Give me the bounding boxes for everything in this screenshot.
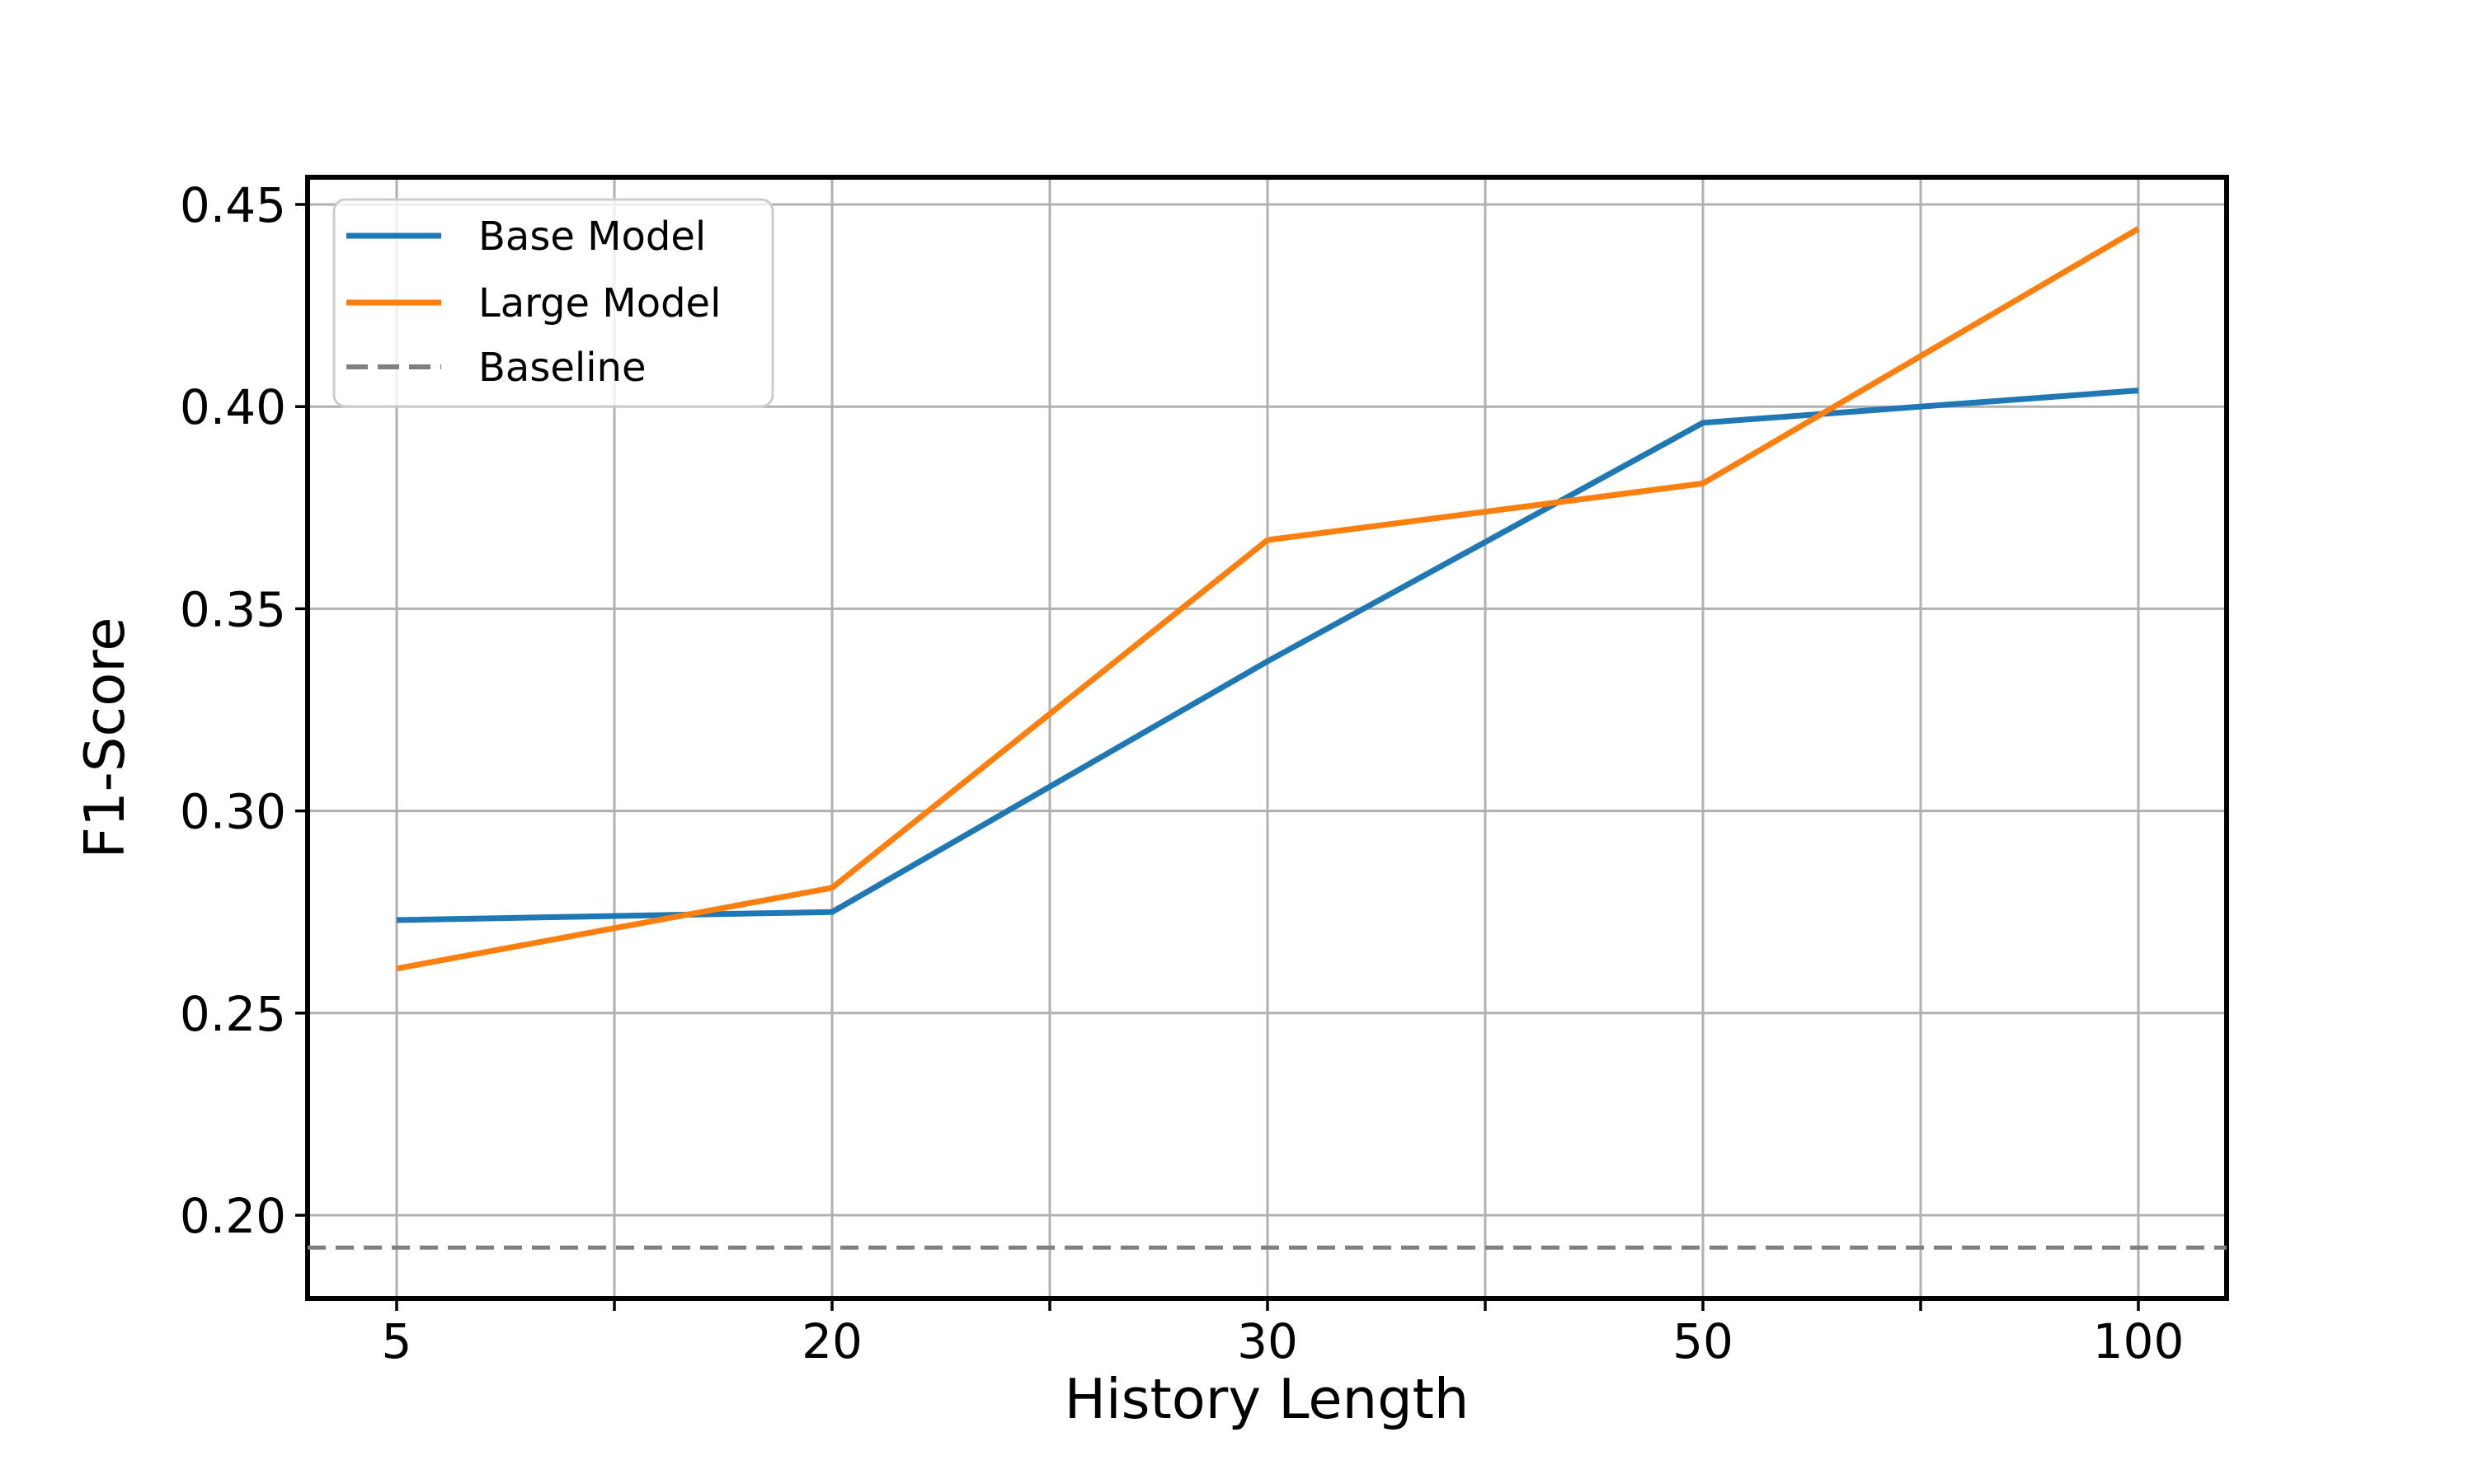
y-axis-label: F1-Score [73,618,137,859]
large-model-line [396,226,2140,972]
legend: Base Model Large Model Baseline [332,198,774,408]
y-tick-label: 0.20 [180,1188,286,1244]
y-tick-label: 0.30 [180,784,286,840]
x-tick-label: 30 [1237,1313,1298,1369]
legend-label-baseline: Baseline [478,345,647,391]
y-tick-label: 0.35 [180,581,286,637]
x-tick-labels: 5 20 30 50 100 [382,1313,2185,1369]
x-tick-label: 100 [2093,1313,2185,1369]
x-tick-label: 50 [1672,1313,1733,1369]
legend-box [332,198,774,408]
y-tick-label: 0.45 [180,177,286,233]
y-tick-label: 0.40 [180,379,286,435]
tick-marks [295,203,2140,1311]
y-tick-labels: 0.45 0.40 0.35 0.30 0.25 0.20 [180,177,286,1244]
legend-label-large-model: Large Model [478,280,721,326]
x-axis-label: History Length [1065,1367,1470,1431]
x-tick-label: 20 [802,1313,863,1369]
y-tick-label: 0.25 [180,986,286,1042]
x-tick-label: 5 [382,1313,412,1369]
legend-label-base-model: Base Model [478,214,706,260]
